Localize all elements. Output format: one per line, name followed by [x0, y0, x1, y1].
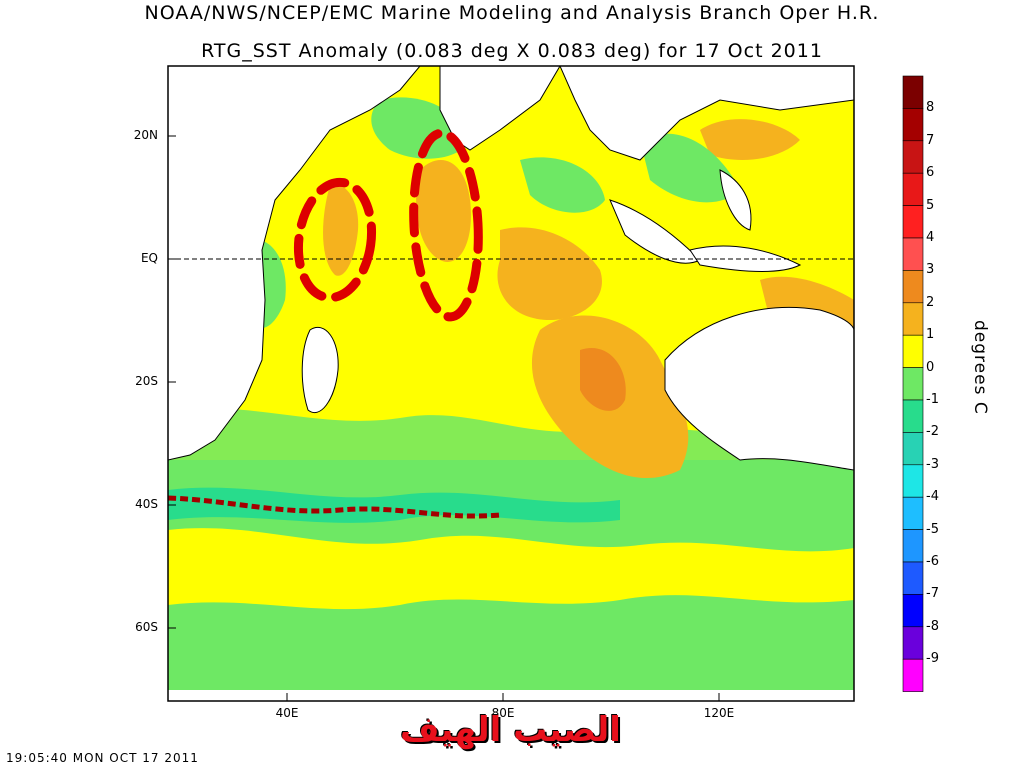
lat-label-20s: 20S [135, 374, 158, 388]
colorbar-swatch [902, 432, 924, 466]
colorbar-swatch [902, 108, 924, 142]
land-australia [664, 307, 854, 471]
colorbar-swatch [902, 626, 924, 660]
land-madagascar [301, 327, 339, 413]
colorbar-tick-label: 8 [926, 100, 935, 116]
land-india [439, 66, 561, 151]
map-frame [167, 65, 855, 702]
colorbar-swatch [902, 237, 924, 271]
colorbar-tick-label: 0 [926, 359, 935, 375]
colorbar-swatch [902, 270, 924, 304]
lon-label-120e: 120E [703, 706, 735, 720]
colorbar-tick-label: 1 [926, 327, 935, 343]
colorbar-swatch [902, 464, 924, 498]
colorbar-tick-label: 5 [926, 197, 935, 213]
colorbar-tick-label: -1 [926, 392, 939, 407]
warm-patch-pacific [700, 119, 800, 160]
colorbar-tick-label: -2 [926, 424, 939, 440]
lat-label-60s: 60S [135, 620, 158, 634]
colorbar-swatch [902, 334, 924, 368]
colorbar-tick-label: -9 [926, 651, 939, 667]
colorbar-tick-label: -8 [926, 618, 939, 634]
cool-patch-andaman [520, 157, 605, 213]
land-asia [559, 66, 854, 161]
colorbar-tick-label: 3 [926, 262, 935, 278]
chart-title-line1: NOAA/NWS/NCEP/EMC Marine Modeling and An… [144, 2, 880, 24]
colorbar-tick-label: 4 [926, 230, 935, 245]
annotation-ellipse-west [293, 177, 377, 303]
colorbar-tick-label: 7 [926, 132, 935, 148]
colorbar [902, 75, 924, 692]
colorbar-tick-label: -5 [926, 521, 939, 537]
timestamp: 19:05:40 MON OCT 17 2011 [6, 751, 199, 765]
lat-label-eq: EQ [140, 251, 158, 265]
far-south-band [168, 633, 854, 701]
lon-label-40e: 40E [275, 706, 299, 720]
colorbar-swatch [902, 658, 924, 692]
colorbar-swatch [902, 75, 924, 109]
colorbar-swatch [902, 496, 924, 530]
cool-patch-south-china-sea [640, 133, 740, 203]
warm-patch-east [497, 227, 602, 320]
lat-label-40s: 40S [135, 497, 158, 511]
colorbar-swatch [902, 172, 924, 206]
colorbar-tick-label: 6 [926, 165, 935, 181]
warm-patch-bay-bengal [416, 160, 471, 262]
map-field [168, 66, 854, 701]
axis-ticks [168, 135, 720, 701]
watermark-logo: الصيب الهيف [400, 710, 621, 750]
land-africa-arabia [168, 66, 421, 461]
colorbar-swatch [902, 561, 924, 595]
colorbar-swatch [902, 140, 924, 174]
colorbar-tick-label: -7 [926, 586, 939, 602]
annotation-ellipses [293, 128, 483, 322]
lat-label-20n: 20N [133, 128, 158, 142]
colorbar-swatch [902, 367, 924, 401]
colorbar-swatch [902, 302, 924, 336]
annotation-ellipse-east [409, 128, 483, 322]
chart-title-line2: RTG_SST Anomaly (0.083 deg X 0.083 deg) … [201, 40, 823, 62]
colorbar-tick-label: 2 [926, 294, 935, 310]
colorbar-swatch [902, 399, 924, 433]
colorbar-swatch [902, 594, 924, 628]
land-borneo [719, 169, 752, 231]
southern-warm-band [168, 528, 854, 610]
southern-front [168, 487, 620, 523]
colorbar-units-label: degrees C [970, 320, 990, 415]
lon-label-80e: 80E [491, 706, 515, 720]
colorbar-swatch [902, 529, 924, 563]
warm-eddies [168, 495, 501, 519]
colorbar-tick-label: -3 [926, 456, 939, 472]
colorbar-tick-label: -4 [926, 489, 939, 505]
colorbar-tick-label: -6 [926, 554, 939, 569]
warm-core-southeast [580, 348, 626, 411]
warm-patch-west-arabian [323, 184, 359, 276]
land-antarctica-edge [168, 690, 854, 701]
colorbar-swatch [902, 205, 924, 239]
